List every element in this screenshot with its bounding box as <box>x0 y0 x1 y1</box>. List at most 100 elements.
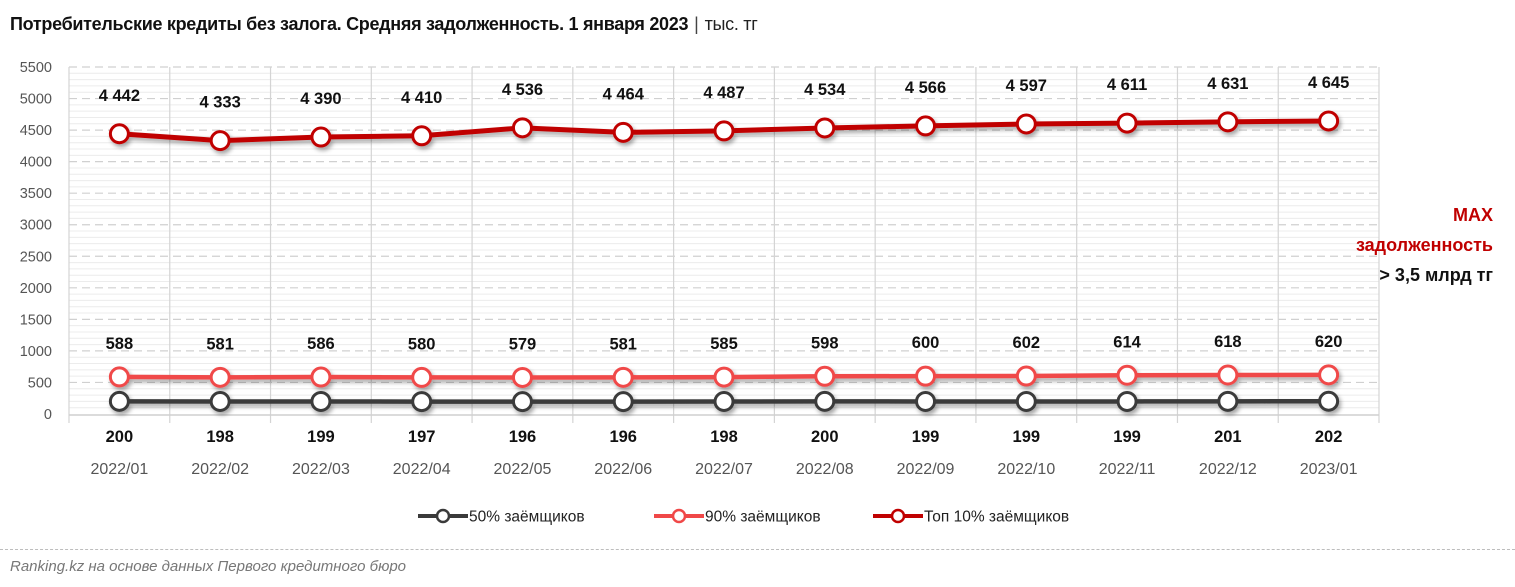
data-point-marker[interactable] <box>1318 390 1340 412</box>
x-tick-label: 2022/10 <box>997 461 1055 478</box>
title-separator: | <box>694 14 699 34</box>
data-label-p50: 197 <box>408 428 436 446</box>
data-label-p90: 600 <box>912 334 940 352</box>
data-label-p90: 614 <box>1113 333 1141 351</box>
legend-item-p50[interactable]: 50% заёмщиков <box>418 509 585 526</box>
data-label-p90: 579 <box>509 335 537 353</box>
y-tick-label: 3500 <box>20 186 52 202</box>
series-top10 <box>108 110 1340 152</box>
data-point-marker[interactable] <box>814 390 836 412</box>
y-tick-label: 5500 <box>20 60 52 76</box>
data-point-marker[interactable] <box>915 390 937 412</box>
data-point-marker[interactable] <box>713 366 735 388</box>
data-label-p50: 199 <box>912 428 940 446</box>
x-axis: 2022/01 2022/02 2022/03 2022/04 2022/05 2022/… <box>90 461 1357 478</box>
data-point-marker[interactable] <box>108 366 130 388</box>
data-point-marker[interactable] <box>612 391 634 413</box>
data-label-top10: 4 631 <box>1207 75 1248 93</box>
legend-item-p90[interactable]: 90% заёмщиков <box>654 509 821 526</box>
data-label-p50: 199 <box>307 428 335 446</box>
data-point-marker[interactable] <box>612 121 634 143</box>
data-point-marker[interactable] <box>411 391 433 413</box>
data-point-marker[interactable] <box>1015 365 1037 387</box>
data-label-top10: 4 611 <box>1107 76 1147 94</box>
legend-marker-icon <box>890 508 906 524</box>
data-label-top10: 4 597 <box>1006 77 1047 95</box>
x-tick-label: 2022/03 <box>292 461 350 478</box>
x-tick-label: 2023/01 <box>1300 461 1358 478</box>
data-point-marker[interactable] <box>713 391 735 413</box>
max-debt-annotation: MAX задолженность > 3,5 млрд тг <box>1356 200 1493 290</box>
legend-label: Топ 10% заёмщиков <box>924 509 1069 526</box>
data-point-marker[interactable] <box>915 115 937 137</box>
y-tick-label: 4500 <box>20 123 52 139</box>
x-tick-label: 2022/11 <box>1099 461 1156 478</box>
y-axis: 0 500 1000 1500 2000 2500 3000 3500 4000 4500 5000… <box>20 60 52 423</box>
data-point-marker[interactable] <box>411 125 433 147</box>
legend-marker-icon <box>671 508 687 524</box>
data-label-p50: 196 <box>609 428 637 446</box>
data-label-top10: 4 442 <box>99 87 140 105</box>
series-p90 <box>108 364 1340 388</box>
annotation-line-2: задолженность <box>1355 235 1493 255</box>
data-label-p90: 598 <box>811 334 839 352</box>
data-point-marker[interactable] <box>511 366 533 388</box>
data-point-marker[interactable] <box>713 120 735 142</box>
data-point-marker[interactable] <box>1217 364 1239 386</box>
data-point-marker[interactable] <box>1217 390 1239 412</box>
data-point-marker[interactable] <box>612 366 634 388</box>
data-point-marker[interactable] <box>1116 112 1138 134</box>
legend: 50% заёмщиков 90% заёмщиков Топ 10% заёмщи… <box>418 509 1069 526</box>
data-point-marker[interactable] <box>1217 111 1239 133</box>
legend-marker-icon <box>435 508 451 524</box>
data-point-marker[interactable] <box>310 366 332 388</box>
data-point-marker[interactable] <box>108 123 130 145</box>
data-label-p50: 199 <box>1113 428 1141 446</box>
x-tick-label: 2022/04 <box>393 461 451 478</box>
legend-item-top10[interactable]: Топ 10% заёмщиков <box>873 509 1069 526</box>
x-tick-label: 2022/07 <box>695 461 753 478</box>
y-tick-label: 1500 <box>20 312 52 328</box>
data-point-marker[interactable] <box>209 366 231 388</box>
data-point-marker[interactable] <box>1318 364 1340 386</box>
data-label-top10: 4 333 <box>200 94 241 112</box>
data-label-p90: 602 <box>1013 334 1041 352</box>
x-tick-label: 2022/09 <box>897 461 955 478</box>
x-tick-label: 2022/08 <box>796 461 854 478</box>
data-label-p50: 202 <box>1315 428 1343 446</box>
data-point-marker[interactable] <box>411 366 433 388</box>
data-point-marker[interactable] <box>1318 110 1340 132</box>
legend-label: 90% заёмщиков <box>705 509 821 526</box>
data-point-marker[interactable] <box>915 365 937 387</box>
data-point-marker[interactable] <box>511 117 533 139</box>
data-label-p90: 586 <box>307 335 335 353</box>
data-point-marker[interactable] <box>209 130 231 152</box>
annotation-line-3: > 3,5 млрд тг <box>1379 265 1493 285</box>
data-point-marker[interactable] <box>814 365 836 387</box>
chart-unit: тыс. тг <box>704 14 758 34</box>
y-tick-label: 5000 <box>20 92 52 108</box>
data-point-marker[interactable] <box>310 126 332 148</box>
y-tick-label: 2000 <box>20 281 52 297</box>
data-label-top10: 4 536 <box>502 81 543 99</box>
data-labels: 200 198 199 197 196 196 198 200 199 199 199 201 202 5… <box>99 74 1350 446</box>
data-point-marker[interactable] <box>814 117 836 139</box>
data-label-top10: 4 534 <box>804 81 846 99</box>
data-point-marker[interactable] <box>1116 390 1138 412</box>
data-point-marker[interactable] <box>310 390 332 412</box>
data-point-marker[interactable] <box>108 390 130 412</box>
x-tick-label: 2022/01 <box>90 461 148 478</box>
data-label-p50: 198 <box>206 428 234 446</box>
data-label-p90: 580 <box>408 335 436 353</box>
data-point-marker[interactable] <box>1015 390 1037 412</box>
y-tick-label: 500 <box>28 375 52 391</box>
y-tick-label: 4000 <box>20 155 52 171</box>
data-label-top10: 4 487 <box>703 84 744 102</box>
x-tick-label: 2022/06 <box>594 461 652 478</box>
data-label-top10: 4 390 <box>300 90 341 108</box>
data-point-marker[interactable] <box>209 391 231 413</box>
data-point-marker[interactable] <box>1116 364 1138 386</box>
data-label-p50: 196 <box>509 428 537 446</box>
data-point-marker[interactable] <box>511 391 533 413</box>
data-point-marker[interactable] <box>1015 113 1037 135</box>
